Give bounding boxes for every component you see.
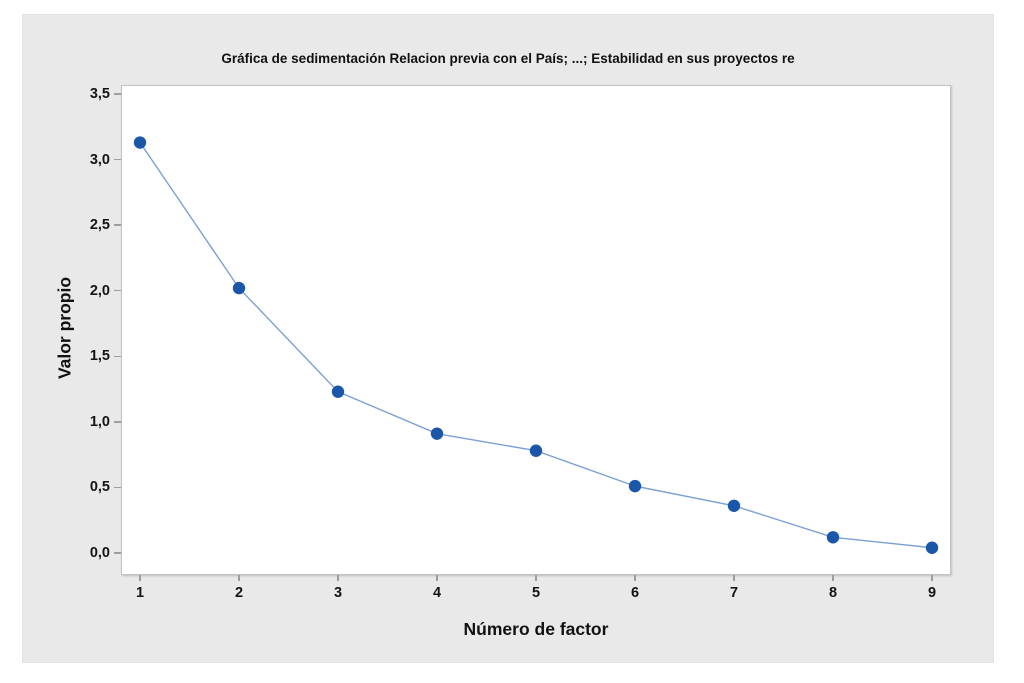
x-axis-title: Número de factor [463,619,609,639]
y-axis-tick [114,158,121,161]
y-tick-label: 1,0 [89,413,110,430]
x-tick-label: 6 [630,585,640,601]
y-axis-tick [114,289,121,292]
plot-area [121,85,951,575]
y-axis-tick [114,486,121,489]
y-tick-label: 3,5 [89,86,110,102]
y-tick-label: 3,0 [89,151,110,168]
y-tick-label: 1,5 [89,348,110,365]
x-axis-tick [832,575,834,581]
x-axis-tick [337,575,339,581]
x-axis-tick [733,575,735,581]
x-tick-label: 3 [333,585,343,601]
y-axis-tick [114,93,121,95]
y-tick-label: 0,5 [89,479,110,496]
data-point [331,385,345,398]
y-axis-tick [114,355,121,358]
data-point [133,136,147,149]
x-axis-tick [634,575,636,581]
x-axis-tick [436,575,438,581]
y-axis-tick [114,421,121,423]
x-tick-label: 4 [432,585,442,601]
chart-canvas: Gráfica de sedimentación Relacion previa… [22,14,994,663]
x-tick-label: 7 [729,585,739,601]
x-tick-label: 8 [828,585,838,601]
data-point [826,531,840,544]
series-line [139,142,933,549]
y-tick-label: 0,0 [89,545,110,561]
data-point [529,444,543,457]
y-axis-tick [114,552,121,554]
y-axis-tick [114,224,121,226]
data-point [430,427,444,440]
data-point [628,479,642,493]
x-tick-label: 9 [927,585,937,601]
y-tick-label: 2,5 [89,217,110,234]
data-point [727,499,741,512]
data-point [232,281,246,295]
x-tick-label: 2 [234,585,244,601]
x-axis-tick [139,575,141,581]
x-tick-label: 5 [531,585,541,601]
x-axis-tick [238,575,240,581]
y-tick-label: 2,0 [89,282,110,299]
plot-svg [133,136,939,554]
data-point [925,541,939,554]
x-axis-tick [535,575,537,581]
chart-title: Gráfica de sedimentación Relacion previa… [221,51,795,66]
x-axis-tick [931,575,933,581]
x-tick-label: 1 [135,585,145,601]
